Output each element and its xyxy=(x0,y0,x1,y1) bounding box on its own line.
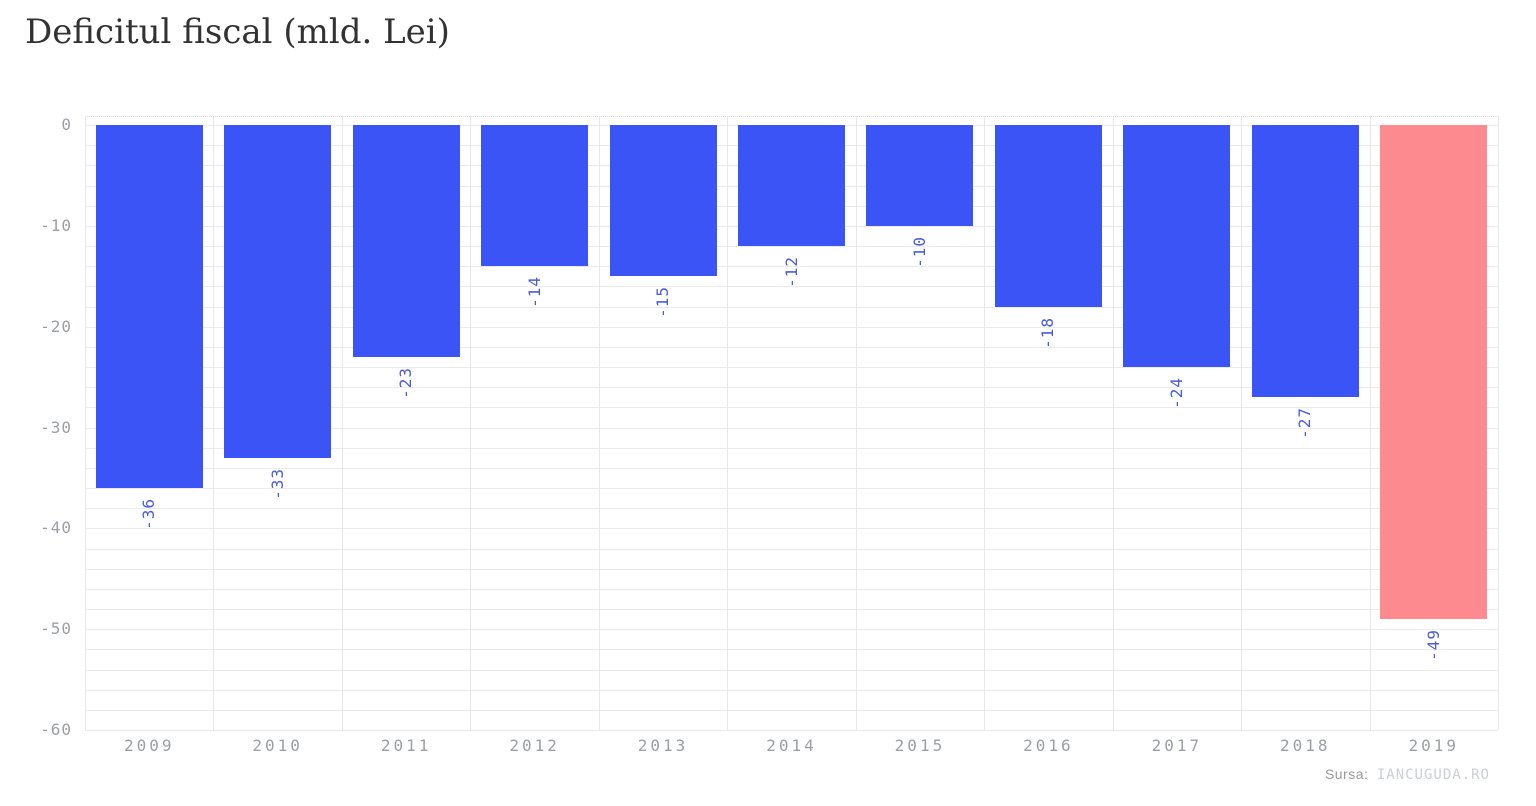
y-axis-tick-label: -50 xyxy=(40,619,72,639)
bar-value-label: -24 xyxy=(1166,377,1186,409)
gridline-horizontal xyxy=(85,488,1498,489)
x-axis-tick-label: 2009 xyxy=(123,736,175,755)
bar-value-label: -49 xyxy=(1423,629,1443,661)
bar-2018 xyxy=(1251,125,1359,398)
x-axis-tick-label: 2014 xyxy=(766,736,817,755)
gridline-horizontal xyxy=(85,730,1498,731)
x-axis-tick-label: 2017 xyxy=(1151,736,1203,755)
y-axis-tick-label: -20 xyxy=(40,316,72,336)
gridline-vertical xyxy=(984,116,986,730)
gridline-horizontal xyxy=(85,689,1498,691)
bar-2015 xyxy=(866,125,974,226)
gridline-horizontal xyxy=(85,306,1498,308)
bar-2011 xyxy=(352,125,460,357)
bar-value-label: -23 xyxy=(396,366,416,399)
x-axis-tick-label: 2012 xyxy=(509,736,560,755)
gridline-horizontal xyxy=(85,467,1498,469)
gridline-horizontal xyxy=(85,669,1498,671)
bar-value-label: -14 xyxy=(524,276,544,309)
x-axis-tick-label: 2015 xyxy=(894,736,946,755)
gridline-horizontal xyxy=(85,367,1498,368)
gridline-horizontal xyxy=(85,326,1498,328)
gridline-vertical xyxy=(85,116,86,730)
bar-value-label: -27 xyxy=(1295,407,1315,440)
gridline-vertical xyxy=(598,116,600,730)
x-axis-tick-label: 2019 xyxy=(1408,736,1460,755)
gridline-horizontal xyxy=(85,266,1498,268)
gridline-vertical xyxy=(1241,116,1243,730)
gridline-horizontal xyxy=(85,568,1498,570)
gridline-horizontal xyxy=(85,508,1498,510)
x-axis-tick-label: 2013 xyxy=(637,736,689,755)
source-note: Sursa: IANCUGUDA.RO xyxy=(1325,766,1490,783)
gridline-horizontal xyxy=(85,548,1498,550)
bar-2009 xyxy=(95,125,203,488)
gridline-horizontal xyxy=(85,447,1498,449)
source-link[interactable]: IANCUGUDA.RO xyxy=(1376,767,1490,783)
gridline-vertical xyxy=(1498,116,1499,730)
gridline-vertical xyxy=(1369,116,1371,730)
gridline-horizontal xyxy=(85,649,1498,651)
gridline-vertical xyxy=(855,116,857,730)
gridline-horizontal xyxy=(85,286,1498,288)
x-axis-tick-label: 2011 xyxy=(380,736,432,755)
y-axis-tick-label: -40 xyxy=(40,518,72,538)
bar-2017 xyxy=(1123,125,1231,367)
gridline-horizontal xyxy=(85,629,1498,631)
y-axis-tick-label: -30 xyxy=(40,417,72,437)
y-axis-tick-label: 0 xyxy=(61,115,72,134)
x-axis-tick-label: 2016 xyxy=(1023,736,1074,755)
gridline-horizontal xyxy=(85,346,1498,348)
bar-2013 xyxy=(609,125,717,277)
gridline-horizontal xyxy=(85,246,1498,247)
gridline-vertical xyxy=(727,116,729,730)
source-label: Sursa: xyxy=(1324,766,1369,782)
y-axis-tick-label: -60 xyxy=(40,720,72,739)
bar-2016 xyxy=(994,125,1102,307)
bar-value-label: -10 xyxy=(909,235,929,268)
gridline-horizontal xyxy=(85,427,1498,429)
bar-2012 xyxy=(481,125,589,267)
gridline-horizontal xyxy=(85,407,1498,409)
gridline-vertical xyxy=(470,116,472,730)
chart-title: Deficitul fiscal (mld. Lei) xyxy=(25,12,450,52)
gridline-horizontal xyxy=(85,528,1498,530)
gridline-horizontal xyxy=(85,588,1498,590)
bar-2010 xyxy=(224,125,332,458)
gridline-horizontal xyxy=(85,387,1498,389)
gridline-horizontal xyxy=(85,709,1498,711)
gridline-vertical xyxy=(341,116,343,730)
bar-value-label: -33 xyxy=(267,467,287,500)
x-axis-tick-label: 2010 xyxy=(252,736,303,755)
x-axis-tick-label: 2018 xyxy=(1280,736,1331,755)
bar-value-label: -15 xyxy=(653,286,673,319)
gridline-vertical xyxy=(1112,116,1114,730)
y-axis-tick-label: -10 xyxy=(40,215,72,235)
bar-value-label: -12 xyxy=(781,256,801,288)
bar-2019 xyxy=(1380,125,1488,620)
gridline-horizontal xyxy=(85,609,1498,610)
bar-value-label: -36 xyxy=(139,498,159,530)
bar-2014 xyxy=(738,125,845,246)
plot-top-border xyxy=(85,116,1498,117)
bar-value-label: -18 xyxy=(1038,316,1058,349)
gridline-vertical xyxy=(213,116,215,730)
